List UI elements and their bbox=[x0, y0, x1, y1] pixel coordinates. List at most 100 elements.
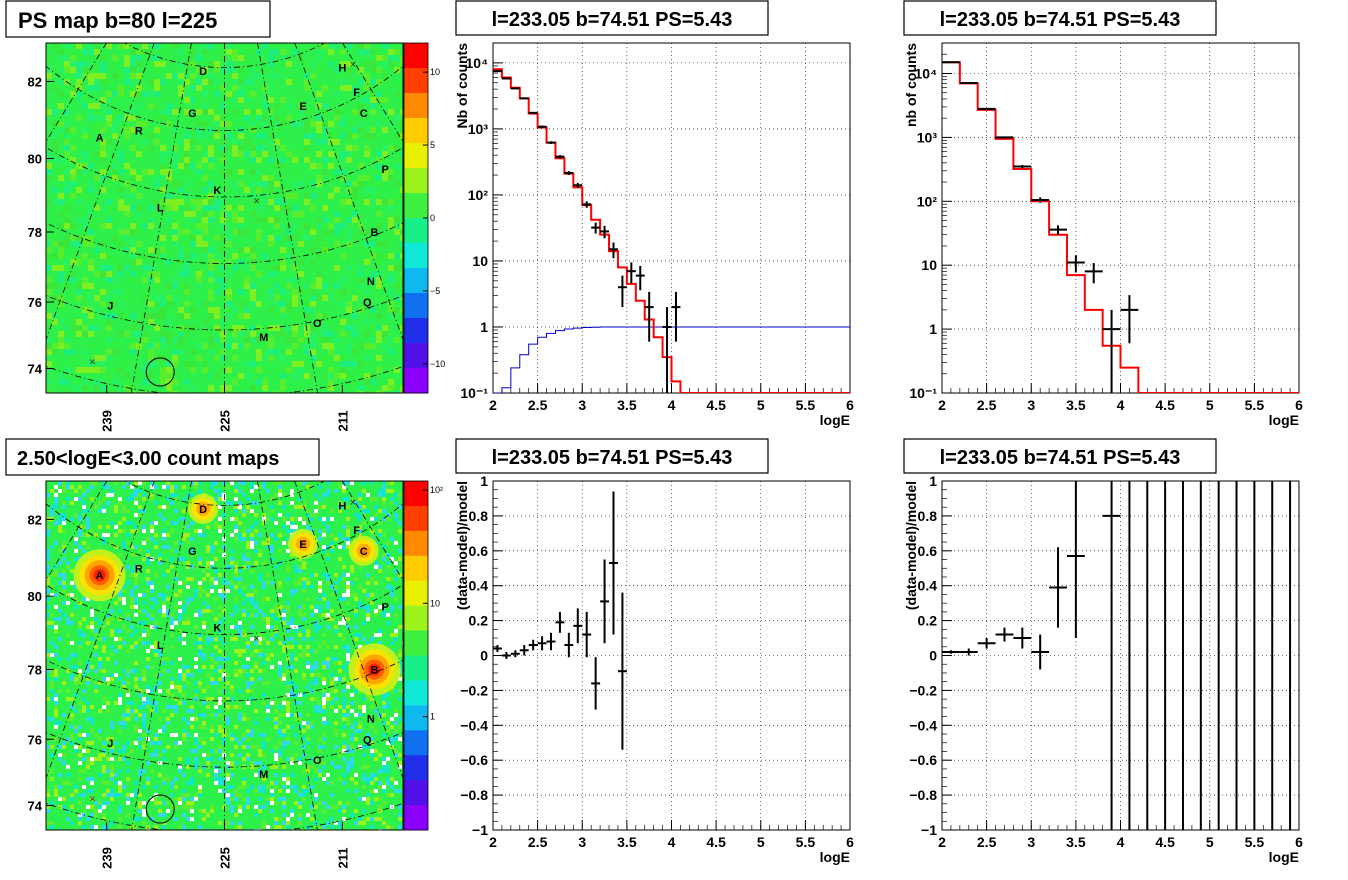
map-pixel bbox=[110, 773, 114, 777]
map-pixel bbox=[370, 801, 374, 805]
map-pixel bbox=[266, 705, 270, 709]
map-pixel bbox=[220, 103, 226, 109]
map-pixel bbox=[208, 289, 214, 295]
map-pixel bbox=[118, 729, 122, 733]
map-pixel bbox=[226, 295, 232, 301]
map-pixel bbox=[110, 653, 114, 657]
map-pixel bbox=[234, 773, 238, 777]
map-pixel bbox=[282, 501, 286, 505]
map-pixel bbox=[58, 49, 64, 55]
map-pixel bbox=[364, 73, 370, 79]
map-pixel bbox=[352, 331, 358, 337]
map-pixel bbox=[62, 761, 66, 765]
map-pixel bbox=[378, 489, 382, 493]
source-label-H: H bbox=[338, 63, 346, 75]
map-pixel bbox=[350, 745, 354, 749]
map-pixel bbox=[388, 175, 394, 181]
map-pixel bbox=[142, 633, 146, 637]
map-pixel bbox=[66, 773, 70, 777]
map-pixel bbox=[244, 109, 250, 115]
map-pixel bbox=[194, 705, 198, 709]
map-pixel bbox=[298, 581, 302, 585]
map-pixel bbox=[254, 665, 258, 669]
map-pixel bbox=[70, 501, 74, 505]
map-pixel bbox=[166, 737, 170, 741]
map-pixel bbox=[196, 301, 202, 307]
map-pixel bbox=[126, 797, 130, 801]
map-pixel bbox=[250, 247, 256, 253]
map-pixel bbox=[170, 481, 174, 485]
map-pixel bbox=[326, 525, 330, 529]
map-pixel bbox=[306, 741, 310, 745]
map-pixel bbox=[182, 677, 186, 681]
map-pixel bbox=[366, 697, 370, 701]
map-pixel bbox=[202, 331, 208, 337]
map-pixel bbox=[190, 139, 196, 145]
map-pixel bbox=[382, 91, 388, 97]
map-pixel bbox=[340, 367, 346, 373]
map-pixel bbox=[160, 115, 166, 121]
map-pixel bbox=[280, 379, 286, 385]
map-pixel bbox=[170, 685, 174, 689]
map-pixel bbox=[370, 187, 376, 193]
map-pixel bbox=[118, 91, 124, 97]
map-pixel bbox=[342, 753, 346, 757]
map-pixel bbox=[250, 549, 254, 553]
map-pixel bbox=[90, 789, 94, 793]
map-pixel bbox=[118, 677, 122, 681]
map-pixel bbox=[262, 385, 268, 391]
map-pixel bbox=[142, 741, 146, 745]
map-pixel bbox=[242, 545, 246, 549]
map-pixel bbox=[54, 797, 58, 801]
map-pixel bbox=[52, 43, 58, 49]
map-pixel bbox=[134, 669, 138, 673]
map-pixel bbox=[196, 223, 202, 229]
map-pixel bbox=[184, 331, 190, 337]
map-pixel bbox=[342, 525, 346, 529]
map-pixel bbox=[62, 681, 66, 685]
map-pixel bbox=[282, 673, 286, 677]
map-pixel bbox=[302, 737, 306, 741]
map-pixel bbox=[250, 613, 254, 617]
map-pixel bbox=[378, 493, 382, 497]
map-pixel bbox=[218, 709, 222, 713]
map-pixel bbox=[138, 693, 142, 697]
map-pixel bbox=[190, 749, 194, 753]
map-pixel bbox=[250, 181, 256, 187]
map-pixel bbox=[76, 217, 82, 223]
map-pixel bbox=[390, 725, 394, 729]
map-pixel bbox=[194, 757, 198, 761]
map-pixel bbox=[94, 645, 98, 649]
map-pixel bbox=[76, 73, 82, 79]
map-pixel bbox=[198, 489, 202, 493]
map-pixel bbox=[274, 295, 280, 301]
map-pixel bbox=[158, 761, 162, 765]
map-pixel bbox=[222, 689, 226, 693]
map-pixel bbox=[214, 313, 220, 319]
map-pixel bbox=[250, 681, 254, 685]
map-pixel bbox=[118, 757, 122, 761]
map-pixel bbox=[174, 581, 178, 585]
map-pixel bbox=[220, 367, 226, 373]
map-pixel bbox=[134, 789, 138, 793]
map-pixel bbox=[382, 533, 386, 537]
map-pixel bbox=[230, 761, 234, 765]
map-pixel bbox=[286, 705, 290, 709]
map-pixel bbox=[328, 373, 334, 379]
map-pixel bbox=[52, 157, 58, 163]
map-pixel bbox=[154, 349, 160, 355]
map-pixel bbox=[328, 361, 334, 367]
map-pixel bbox=[88, 109, 94, 115]
map-pixel bbox=[250, 157, 256, 163]
map-pixel bbox=[238, 625, 242, 629]
map-pixel bbox=[394, 211, 400, 217]
map-pixel bbox=[256, 145, 262, 151]
map-pixel bbox=[202, 79, 208, 85]
map-pixel bbox=[184, 265, 190, 271]
map-pixel bbox=[54, 789, 58, 793]
map-pixel bbox=[142, 525, 146, 529]
map-pixel bbox=[94, 271, 100, 277]
map-pixel bbox=[94, 295, 100, 301]
map-pixel bbox=[206, 745, 210, 749]
map-pixel bbox=[76, 367, 82, 373]
